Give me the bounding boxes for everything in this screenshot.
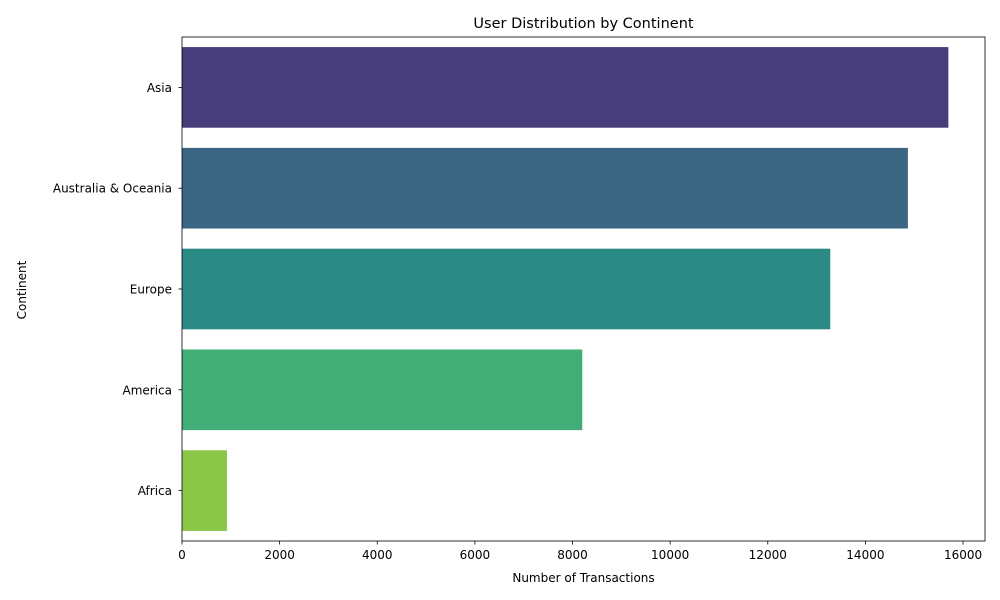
- y-axis-ticks: Asia Australia & Oceania Europe America Afri…: [53, 81, 182, 498]
- x-axis-title: Number of Transactions: [512, 571, 654, 585]
- x-tick-label: 10000: [651, 548, 689, 562]
- x-tick-label: 0: [178, 548, 186, 562]
- bar-asia: [182, 47, 949, 128]
- bar-america: [182, 349, 583, 431]
- x-tick-label: 4000: [362, 548, 393, 562]
- x-tick-label: 2000: [264, 548, 295, 562]
- plot-frame: [181, 36, 986, 542]
- y-tick-label: Europe: [130, 283, 172, 297]
- y-tick-label: Australia & Oceania: [53, 182, 172, 196]
- bar-africa: [182, 450, 227, 531]
- x-tick-label: 8000: [557, 548, 588, 562]
- y-tick-label: Asia: [147, 81, 172, 95]
- bars-group: [182, 47, 949, 531]
- bar-europe: [182, 248, 831, 330]
- y-tick-label: Africa: [138, 484, 172, 498]
- x-tick-label: 16000: [944, 548, 982, 562]
- y-tick-label: America: [123, 383, 173, 397]
- x-tick-label: 14000: [846, 548, 884, 562]
- x-tick-label: 6000: [460, 548, 491, 562]
- chart-title: User Distribution by Continent: [473, 16, 693, 32]
- x-axis-ticks: 0 2000 4000 6000 8000 10000 12000 14000 16000: [178, 541, 982, 562]
- x-tick-label: 12000: [749, 548, 787, 562]
- y-axis-title: Continent: [15, 260, 29, 319]
- bar-australia-oceania: [182, 147, 908, 229]
